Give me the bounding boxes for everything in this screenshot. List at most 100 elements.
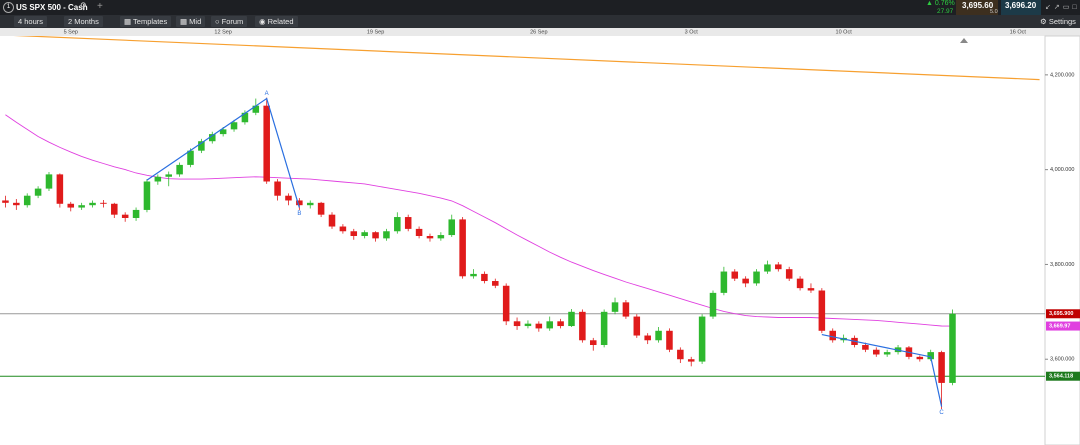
related-button[interactable]: ◉ Related — [255, 16, 298, 27]
candle-body — [775, 264, 782, 270]
moving-average — [5, 114, 953, 327]
candle-body — [873, 349, 880, 355]
candle-body — [459, 219, 466, 277]
candle-body — [89, 202, 96, 206]
candle-body — [633, 316, 641, 336]
candle-body — [154, 176, 162, 182]
candle-body — [361, 232, 368, 236]
candle-body — [100, 202, 107, 204]
candle-body — [219, 129, 227, 135]
candle-body — [785, 269, 793, 279]
candle-body — [383, 231, 390, 239]
candle-body — [404, 217, 412, 229]
candle-body — [56, 174, 64, 204]
candle-body — [687, 359, 695, 362]
candle-body — [448, 219, 456, 236]
mid-text[interactable]: Mid — [189, 17, 202, 26]
candle-body — [644, 335, 651, 341]
x-tick-label: 19 Sep — [367, 29, 384, 35]
window-controls[interactable]: ↙↗▭□✕ — [1045, 4, 1080, 11]
settings-button[interactable]: ⚙ Settings — [1040, 17, 1076, 26]
candle-body — [655, 330, 662, 341]
search-icon[interactable]: ⚲ — [80, 1, 87, 11]
marker-icon — [960, 38, 968, 43]
level-tag — [1046, 309, 1080, 319]
change: 27.97 — [937, 8, 954, 15]
candle-body — [666, 330, 673, 350]
candle-body — [818, 290, 826, 331]
templates-button[interactable]: ▦ Templates — [120, 16, 172, 27]
buy-price[interactable]: 3,696.20 — [1005, 1, 1037, 10]
candle-body — [622, 302, 630, 317]
candle-body — [23, 195, 31, 206]
candle-body — [187, 150, 194, 165]
trendline — [13, 36, 1040, 81]
pattern-label: B — [297, 211, 301, 217]
pattern-label: A — [265, 91, 269, 97]
instrument-name[interactable]: US SPX 500 - Cash — [16, 3, 88, 12]
y-tick-label: 4,000.000 — [1050, 167, 1074, 173]
date-axis — [0, 28, 1080, 36]
candle-body — [132, 209, 140, 218]
candle-body — [698, 316, 706, 362]
candle-body — [67, 203, 75, 208]
candle-body — [535, 323, 543, 329]
candle-body — [317, 202, 325, 215]
forum-text[interactable]: Forum — [221, 17, 244, 26]
candle-body — [502, 285, 510, 322]
x-tick-label: 12 Sep — [214, 29, 231, 35]
settings-text[interactable]: Settings — [1048, 17, 1076, 26]
price-axis — [1044, 35, 1080, 445]
candle-body — [579, 311, 586, 341]
candle-body — [350, 231, 358, 236]
candle-body — [78, 205, 85, 208]
candle-body — [209, 134, 216, 142]
sell-box[interactable] — [956, 0, 998, 15]
forum-button[interactable]: ○ Forum — [211, 16, 248, 27]
candle-body — [13, 202, 20, 206]
menu-bar: 4 hours 2 Months ▦ Templates ▦ Mid ○ For… — [0, 15, 1080, 28]
candle-body — [198, 141, 205, 151]
candle-body — [121, 214, 129, 218]
candle-body — [306, 202, 314, 206]
top-bar: 1 US SPX 500 - Cash ⚲ + ▲ 0.76% 27.97 3,… — [0, 0, 1080, 15]
candle-body — [328, 214, 336, 227]
range-button[interactable]: 2 Months — [64, 16, 103, 27]
level-tag-label: 3,695.900 — [1049, 311, 1073, 317]
mid-button[interactable]: ▦ Mid — [176, 16, 206, 27]
candle-body — [437, 235, 445, 239]
sell-price[interactable]: 3,695.60 — [962, 1, 994, 10]
y-tick-label: 3,600.000 — [1050, 357, 1074, 363]
candle-body — [252, 105, 260, 113]
candle-body — [372, 232, 379, 239]
candle-body — [677, 349, 684, 360]
candle-body — [165, 174, 172, 177]
x-tick-label: 3 Oct — [685, 29, 699, 35]
timeframe-button[interactable]: 4 hours — [14, 16, 48, 27]
candle-body — [720, 271, 728, 293]
buy-box[interactable] — [1001, 0, 1041, 15]
x-tick-label: 5 Sep — [64, 29, 78, 35]
info-icon[interactable]: 1 — [3, 2, 14, 13]
candle-body — [949, 313, 956, 383]
candle-body — [481, 273, 488, 282]
candle-body — [546, 321, 553, 329]
add-tab[interactable]: + — [97, 1, 103, 12]
candle-body — [753, 271, 760, 284]
templates-text[interactable]: Templates — [133, 17, 168, 26]
candle-body — [927, 352, 934, 360]
candle-body — [285, 195, 292, 201]
candle-body — [600, 311, 608, 346]
candle-body — [513, 321, 521, 327]
candle-body — [589, 340, 597, 346]
related-text[interactable]: Related — [267, 17, 294, 26]
candle-body — [568, 311, 575, 327]
candle-body — [339, 226, 347, 232]
candle-body — [176, 164, 183, 175]
spread: 5.0 — [990, 9, 998, 15]
candle-body — [143, 181, 151, 210]
candle-body — [916, 356, 924, 360]
x-tick-label: 10 Oct — [836, 29, 853, 35]
candle-body — [611, 302, 619, 312]
